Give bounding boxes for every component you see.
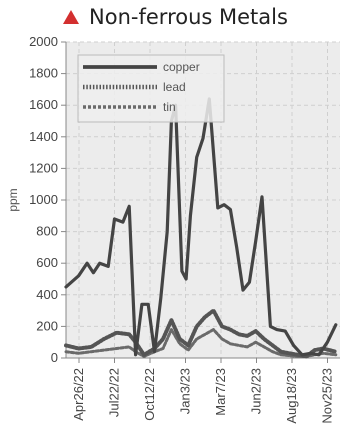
warning-triangle-shape bbox=[63, 10, 80, 24]
x-tick-label: Jan3/23 bbox=[178, 368, 193, 414]
chart-title: Non-ferrous Metals bbox=[89, 5, 288, 29]
y-tick-label: 0 bbox=[51, 350, 58, 365]
series-line-lead bbox=[64, 308, 338, 359]
y-tick-label: 1200 bbox=[29, 160, 58, 175]
x-tick-label: Aug18/23 bbox=[284, 368, 299, 424]
y-tick-label: 2000 bbox=[29, 34, 58, 49]
y-tick-label: 1400 bbox=[29, 129, 58, 144]
y-tick-label: 1600 bbox=[29, 97, 58, 112]
series-line-copper bbox=[64, 97, 338, 357]
legend-label-copper: copper bbox=[163, 60, 200, 74]
x-tick-label: Oct12/22 bbox=[142, 368, 157, 421]
legend-label-tin: tin bbox=[163, 100, 176, 114]
y-tick-label: 800 bbox=[36, 224, 58, 239]
legend-label-lead: lead bbox=[163, 80, 186, 94]
x-tick-label: Nov25/23 bbox=[320, 368, 335, 424]
series-line-tin bbox=[64, 328, 338, 358]
warning-triangle-icon bbox=[63, 10, 80, 24]
y-tick-label: 1000 bbox=[29, 192, 58, 207]
x-tick-label: Jul22/22 bbox=[107, 368, 122, 417]
chart-header: Non-ferrous Metals bbox=[0, 0, 349, 34]
y-tick-label: 400 bbox=[36, 287, 58, 302]
x-tick-label: Apr26/22 bbox=[71, 368, 86, 421]
y-tick-label: 200 bbox=[36, 318, 58, 333]
y-tick-label: 600 bbox=[36, 255, 58, 270]
x-tick-label: Jun2/23 bbox=[249, 368, 264, 414]
x-tick-label: Mar7/23 bbox=[213, 368, 228, 416]
y-tick-label: 1800 bbox=[29, 66, 58, 81]
y-axis-title: ppm bbox=[6, 188, 20, 211]
